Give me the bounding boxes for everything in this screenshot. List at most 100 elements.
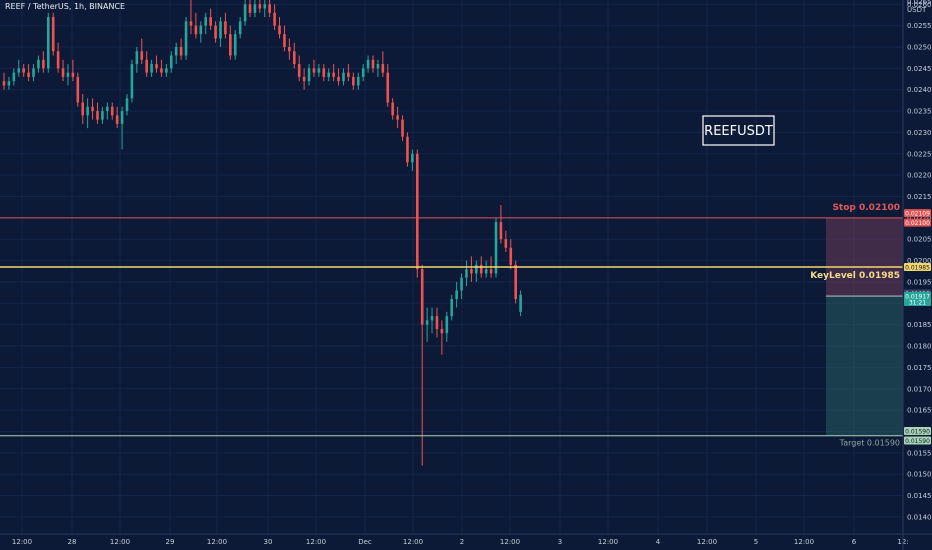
candle-body: [406, 136, 409, 163]
x-tick-label: 29: [166, 538, 175, 546]
candle-body: [317, 68, 321, 73]
candle-body: [194, 25, 198, 35]
y-tick-label: 0.02600: [907, 1, 932, 9]
stop-tag-upper-bg: [904, 209, 931, 218]
x-tick-label: 28: [68, 538, 77, 546]
candle-body: [420, 269, 424, 325]
candle-body: [155, 64, 158, 69]
x-tick-label: 12:00: [794, 538, 814, 546]
candle-body: [425, 320, 429, 325]
candle-body: [302, 76, 306, 82]
candle-body: [224, 21, 227, 35]
candle-body: [342, 72, 345, 82]
candle-body: [229, 34, 232, 56]
candle-body: [352, 76, 355, 86]
target-zone: [826, 296, 903, 436]
candle-body: [169, 55, 173, 69]
candle-body: [101, 111, 104, 120]
candle-body: [189, 21, 193, 26]
stop-tag-upper: 0.02109: [905, 211, 930, 218]
candle-body: [494, 222, 498, 274]
candle-body: [219, 21, 222, 39]
candle-body: [238, 21, 242, 35]
candle-body: [288, 46, 291, 52]
candle-body: [125, 98, 129, 112]
candle-body: [292, 51, 296, 65]
candle-body: [135, 51, 139, 65]
candle-body: [337, 76, 340, 82]
candle-body: [91, 106, 94, 112]
stop-tag-bg: [904, 218, 931, 227]
candle-body: [479, 264, 483, 274]
candle-body: [106, 106, 109, 112]
candle-body: [268, 4, 271, 13]
candle-body: [470, 269, 473, 274]
candle-body: [22, 68, 25, 73]
candle-body: [7, 81, 11, 86]
candle-body: [475, 264, 478, 274]
candle-body: [445, 316, 449, 334]
candle-body: [174, 46, 178, 56]
target-tag: 0.01590: [905, 438, 930, 445]
candle-body: [499, 222, 503, 240]
candle-body: [37, 59, 40, 69]
x-tick-label: 6: [852, 538, 857, 546]
candle-body: [460, 277, 463, 291]
candle-body: [356, 76, 360, 86]
x-tick-label: 12:00: [207, 538, 227, 546]
x-tick-label: 2: [460, 538, 464, 546]
candle-body: [17, 68, 21, 73]
y-tick-label: 0.02100: [907, 214, 932, 222]
candle-body: [332, 72, 335, 77]
candle-body: [455, 290, 458, 300]
candle-body: [347, 72, 350, 77]
level-lines: [0, 217, 903, 437]
candle-body: [391, 102, 394, 116]
current-price-tag-bg: [904, 292, 931, 307]
x-tick-label: 12:00: [697, 538, 717, 546]
target-label: Target 0.01590: [839, 439, 900, 448]
candle-body: [307, 68, 311, 82]
candle-body: [489, 269, 493, 274]
candle-body: [204, 17, 208, 26]
key-level-tag: 0.01985: [905, 265, 930, 272]
candle-body: [145, 59, 148, 73]
candle-body: [214, 25, 217, 39]
candle-body: [504, 239, 508, 248]
candle-body: [233, 34, 237, 56]
candle-body: [209, 17, 212, 26]
symbol-label: REEFUSDT: [704, 124, 773, 139]
candle-body: [46, 17, 50, 69]
candle-body: [312, 68, 316, 73]
candle-body: [519, 294, 522, 312]
candle-body: [120, 111, 124, 124]
candle-body: [258, 4, 262, 9]
candle-body: [509, 247, 513, 265]
candle-body: [366, 59, 370, 69]
candle-body: [430, 316, 434, 321]
candle-body: [386, 72, 390, 103]
candle-body: [56, 51, 60, 69]
symbol-box: [702, 115, 775, 146]
candle-body: [96, 111, 99, 120]
candle-body: [115, 115, 119, 124]
candle-body: [253, 4, 257, 13]
candle-body: [42, 59, 45, 69]
candle-body: [411, 153, 414, 163]
candle-body: [401, 119, 404, 137]
target-tag-upper-bg: [904, 427, 931, 436]
candle-body: [71, 72, 75, 77]
candle-body: [150, 64, 153, 73]
